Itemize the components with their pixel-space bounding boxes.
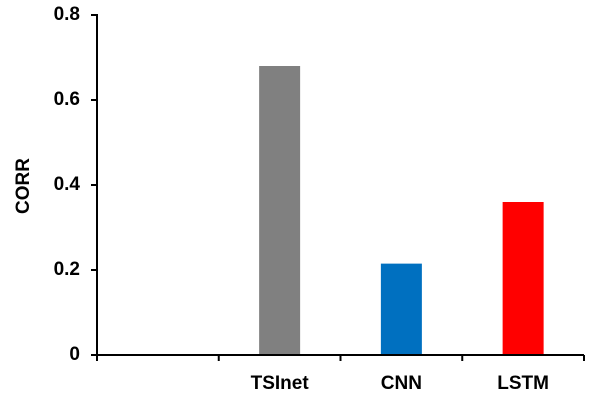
bars-layer <box>259 66 544 355</box>
y-tick-label: 0.6 <box>54 89 80 110</box>
x-tick-label: TSInet <box>251 373 310 394</box>
y-tick-label: 0.8 <box>54 4 80 25</box>
bar-cnn <box>380 263 422 355</box>
bar-lstm <box>502 202 544 355</box>
y-tick-label: 0.2 <box>54 259 80 280</box>
x-tick-label: CNN <box>381 373 422 394</box>
y-tick-label: 0.4 <box>54 174 81 195</box>
x-tick-label: LSTM <box>497 373 549 394</box>
y-axis-title: CORR <box>13 158 34 214</box>
y-tick-label: 0 <box>69 344 80 365</box>
bar-tsinet <box>259 66 301 355</box>
ticks-layer: 0 0.2 0.4 0.6 0.8 TSInet CNN LSTM <box>54 4 585 394</box>
